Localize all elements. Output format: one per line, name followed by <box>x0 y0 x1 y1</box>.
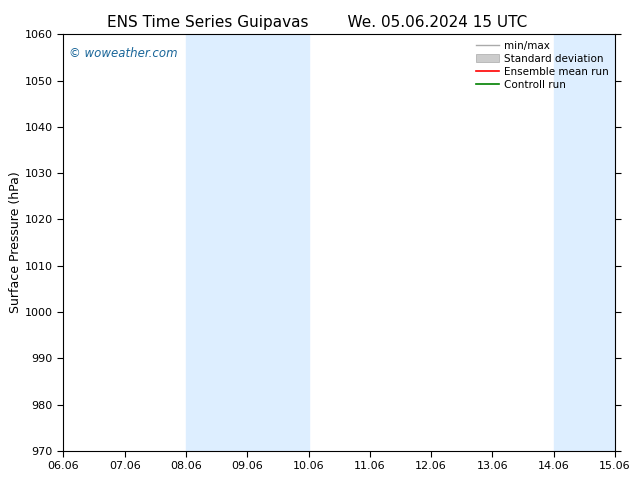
Bar <box>553 34 634 451</box>
Bar <box>186 34 309 451</box>
Y-axis label: Surface Pressure (hPa): Surface Pressure (hPa) <box>9 172 22 314</box>
Text: ENS Time Series Guipavas        We. 05.06.2024 15 UTC: ENS Time Series Guipavas We. 05.06.2024 … <box>107 15 527 30</box>
Legend: min/max, Standard deviation, Ensemble mean run, Controll run: min/max, Standard deviation, Ensemble me… <box>472 36 613 94</box>
Text: © woweather.com: © woweather.com <box>69 47 178 60</box>
